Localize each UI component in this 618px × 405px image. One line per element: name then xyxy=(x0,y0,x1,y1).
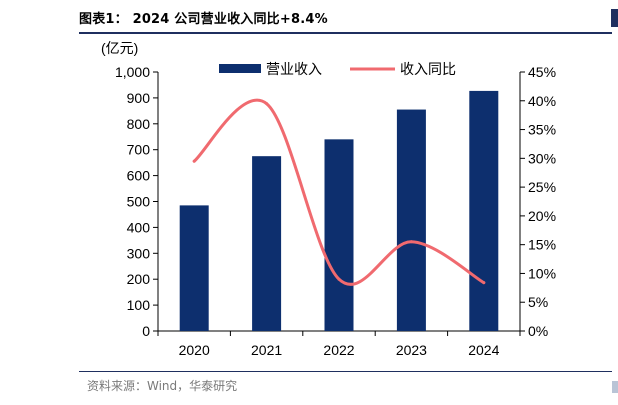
y2-tick-label: 20% xyxy=(528,208,556,224)
footer-divider xyxy=(79,371,612,372)
legend-label-revenue: 营业收入 xyxy=(266,61,322,77)
bar-revenue-2022 xyxy=(324,139,354,331)
y-tick-label: 900 xyxy=(127,90,151,106)
y2-tick-label: 45% xyxy=(528,64,556,80)
y-tick-label: 600 xyxy=(127,168,151,184)
y2-tick-label: 30% xyxy=(528,150,556,166)
header-edge-mark xyxy=(611,9,618,27)
point-yoy-2022 xyxy=(337,277,341,281)
legend: 营业收入 收入同比 xyxy=(219,61,456,77)
y-tick-label: 300 xyxy=(127,245,151,261)
bar-revenue-2020 xyxy=(179,205,209,331)
legend-swatch-revenue xyxy=(219,64,261,73)
x-tick-label: 2022 xyxy=(323,342,354,358)
y2-tick-label: 35% xyxy=(528,122,556,138)
y-tick-label: 400 xyxy=(127,219,151,235)
y-tick-label: 100 xyxy=(127,297,151,313)
x-tick-label: 2021 xyxy=(251,342,282,358)
bar-revenue-2024 xyxy=(469,90,499,331)
x-tick-label: 2020 xyxy=(179,342,210,358)
y2-tick-label: 0% xyxy=(528,323,548,339)
legend-label-yoy: 收入同比 xyxy=(400,61,456,77)
chart-title: 图表1： 2024 公司营业收入同比+8.4% xyxy=(79,12,328,27)
bar-revenue-2021 xyxy=(252,156,282,331)
y-tick-label: 1,000 xyxy=(115,64,150,80)
y2-tick-label: 40% xyxy=(528,93,556,109)
x-tick-label: 2023 xyxy=(396,342,427,358)
source-note: 资料来源：Wind，华泰研究 xyxy=(87,379,238,393)
x-tick-label: 2024 xyxy=(468,342,499,358)
header-divider xyxy=(79,32,612,34)
bar-revenue-2023 xyxy=(396,109,426,332)
y-tick-label: 500 xyxy=(127,194,151,210)
y-tick-label: 800 xyxy=(127,116,151,132)
point-yoy-2021 xyxy=(265,102,269,106)
y2-tick-label: 5% xyxy=(528,294,548,310)
y2-tick-label: 15% xyxy=(528,237,556,253)
y2-tick-label: 10% xyxy=(528,265,556,281)
y2-tick-label: 25% xyxy=(528,179,556,195)
y-tick-label: 0 xyxy=(142,323,150,339)
point-yoy-2024 xyxy=(482,281,486,285)
point-yoy-2020 xyxy=(192,159,196,163)
footer-edge-mark xyxy=(612,381,618,393)
point-yoy-2023 xyxy=(409,240,413,244)
line-yoy xyxy=(192,98,486,286)
y-tick-label: 700 xyxy=(127,142,151,158)
y-tick-label: 200 xyxy=(127,271,151,287)
y-axis-label: (亿元) xyxy=(101,40,138,56)
